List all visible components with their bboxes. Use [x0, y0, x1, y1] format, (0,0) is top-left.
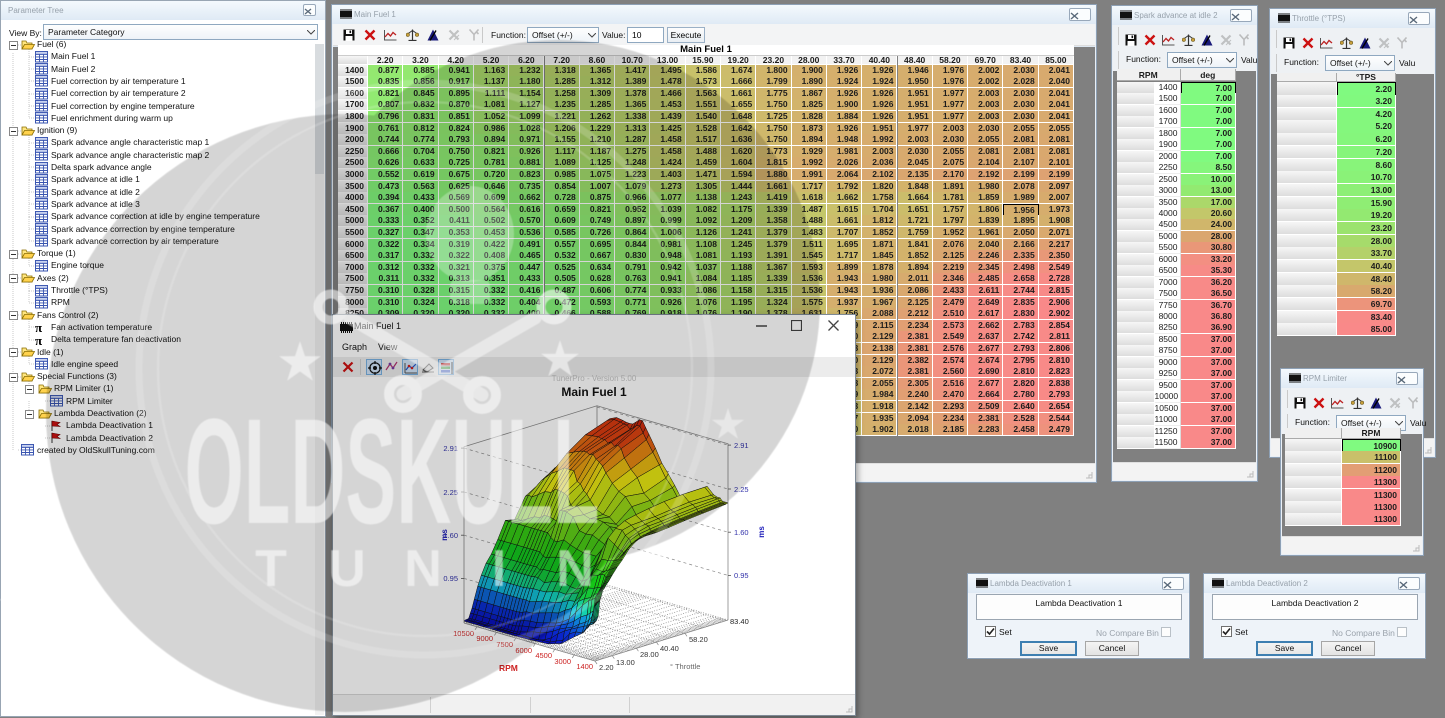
- svg-text:58.20: 58.20: [689, 635, 708, 644]
- svg-text:40.40: 40.40: [660, 644, 679, 653]
- svg-text:13.00: 13.00: [616, 658, 635, 667]
- svg-text:4500: 4500: [535, 651, 552, 660]
- svg-text:2.20: 2.20: [599, 663, 614, 672]
- svg-text:° Throttle: ° Throttle: [670, 662, 700, 671]
- svg-text:π: π: [35, 334, 42, 346]
- svg-text:1400: 1400: [576, 662, 593, 671]
- svg-text:2.91: 2.91: [734, 441, 749, 450]
- svg-text:6000: 6000: [515, 646, 532, 655]
- svg-text:28.00: 28.00: [640, 650, 659, 659]
- svg-text:10500: 10500: [453, 629, 474, 638]
- svg-text:1.60: 1.60: [734, 528, 749, 537]
- svg-text:3000: 3000: [554, 657, 571, 666]
- svg-text:7500: 7500: [496, 640, 513, 649]
- svg-text:2.25: 2.25: [734, 485, 749, 494]
- svg-text:0.95: 0.95: [443, 574, 458, 583]
- svg-text:RPM: RPM: [499, 663, 518, 673]
- svg-text:2.25: 2.25: [443, 488, 458, 497]
- svg-text:ms: ms: [440, 529, 449, 541]
- svg-text:π: π: [35, 321, 42, 333]
- svg-text:ms: ms: [757, 526, 766, 538]
- svg-text:0.95: 0.95: [734, 571, 749, 580]
- svg-text:9000: 9000: [476, 634, 493, 643]
- svg-text:83.40: 83.40: [730, 617, 749, 626]
- svg-text:2.91: 2.91: [443, 444, 458, 453]
